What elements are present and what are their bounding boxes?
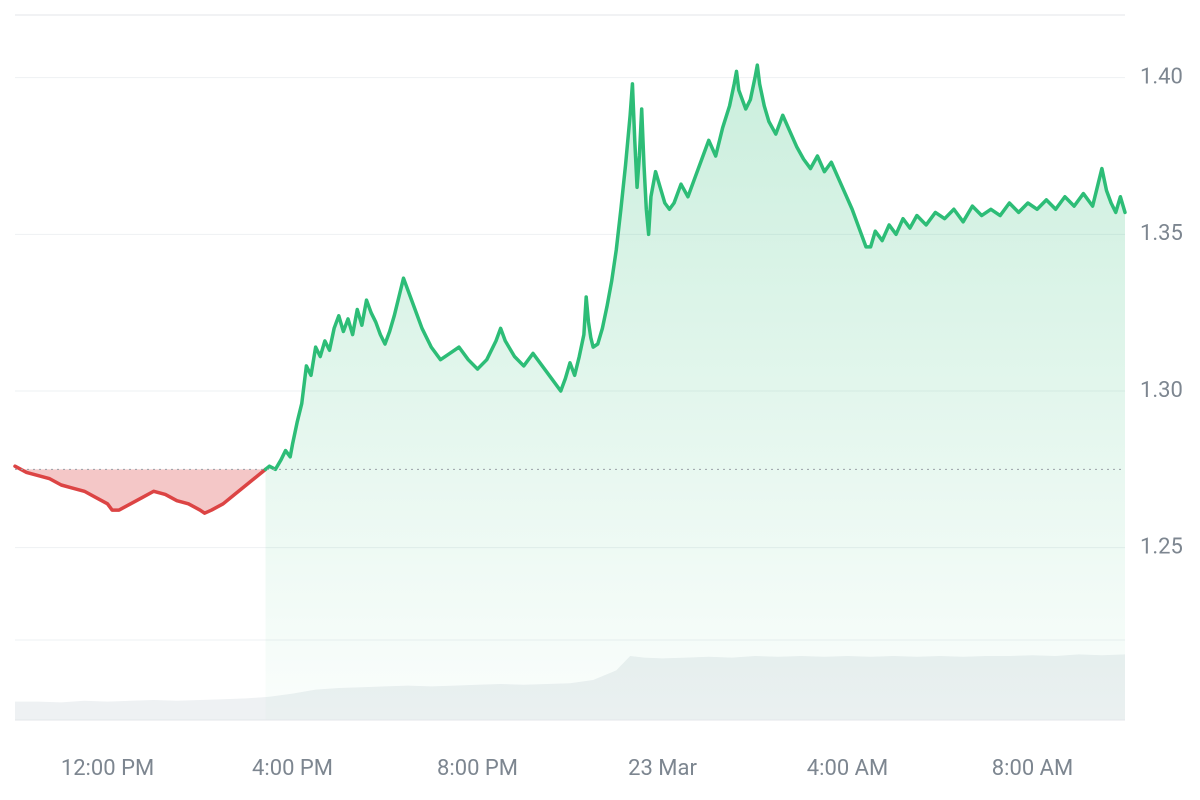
x-tick-label: 23 Mar	[628, 756, 697, 781]
y-axis-labels: 1.25 1.30 1.35 1.40	[1140, 64, 1183, 559]
y-tick-label: 1.25	[1140, 534, 1183, 559]
x-tick-label: 12:00 PM	[61, 756, 154, 781]
y-tick-label: 1.35	[1140, 221, 1183, 246]
x-tick-label: 4:00 AM	[807, 756, 888, 781]
x-tick-label: 8:00 PM	[437, 756, 518, 781]
price-area-fill	[15, 65, 1125, 720]
x-tick-label: 4:00 PM	[252, 756, 333, 781]
y-tick-label: 1.30	[1140, 378, 1183, 403]
x-tick-label: 8:00 AM	[992, 756, 1073, 781]
x-axis-labels: 12:00 PM 4:00 PM 8:00 PM 23 Mar 4:00 AM 8:00 …	[61, 756, 1073, 781]
price-chart-frame: 1.25 1.30 1.35 1.40 12:00 PM 4:00 PM 8:00 PM 2…	[0, 0, 1200, 800]
y-tick-label: 1.40	[1140, 64, 1183, 89]
price-chart[interactable]: 1.25 1.30 1.35 1.40 12:00 PM 4:00 PM 8:00 PM 2…	[0, 0, 1200, 800]
